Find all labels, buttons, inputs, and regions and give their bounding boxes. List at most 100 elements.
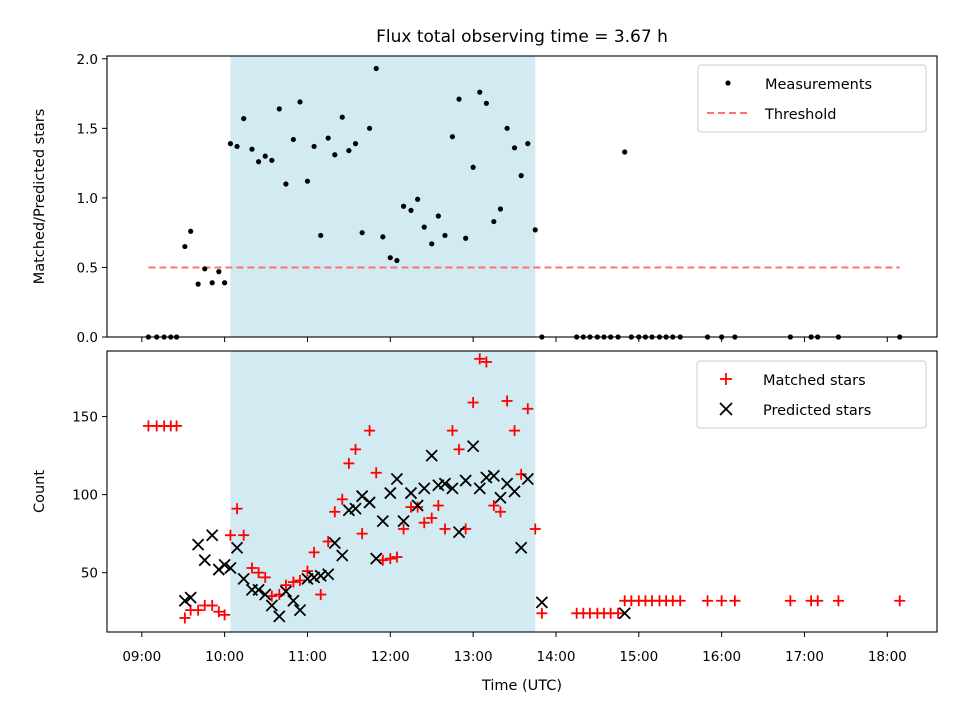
matched-star-point bbox=[480, 356, 492, 368]
predicted-star-point bbox=[206, 529, 219, 542]
matched-star-point bbox=[315, 589, 327, 601]
matched-star-point bbox=[812, 595, 824, 607]
measurement-point bbox=[483, 100, 489, 106]
count-y-axis-label: Count bbox=[32, 470, 48, 513]
matched-star-point bbox=[418, 517, 430, 529]
ratio-legend: Measurements Threshold bbox=[697, 64, 927, 133]
predicted-star-point bbox=[184, 591, 197, 604]
measurement-point bbox=[497, 206, 504, 212]
measurement-point bbox=[255, 159, 262, 165]
matched-star-point bbox=[322, 535, 334, 547]
measurement-point bbox=[188, 228, 194, 234]
measurement-point bbox=[269, 157, 275, 163]
predicted-star-point bbox=[459, 474, 472, 487]
y-tick-label: 2.0 bbox=[77, 52, 98, 68]
matched-star-point bbox=[171, 420, 183, 432]
count-panel: 50 100 150 09:00 10:00 11:00 12:00 13:00 14:00 1… bbox=[32, 350, 938, 694]
matched-star-point bbox=[301, 565, 313, 577]
matched-star-point bbox=[398, 523, 410, 535]
matched-star-point bbox=[294, 574, 306, 586]
predicted-star-point bbox=[328, 536, 341, 550]
measurement-point bbox=[373, 65, 379, 72]
measurement-point bbox=[222, 280, 228, 286]
predicted-star-point bbox=[411, 499, 424, 512]
legend-predicted-marker bbox=[719, 402, 733, 416]
predicted-star-point bbox=[191, 538, 205, 551]
matched-star-point bbox=[364, 425, 376, 437]
predicted-star-point bbox=[376, 515, 389, 528]
ratio-y-axis-label: Matched/Predicted stars bbox=[32, 109, 48, 285]
measurement-point bbox=[209, 280, 215, 286]
matched-star-point bbox=[522, 403, 534, 415]
measurement-point bbox=[332, 152, 338, 158]
measurement-point bbox=[442, 232, 448, 239]
count-legend: Matched stars Predicted stars bbox=[696, 360, 927, 429]
ratio-legend-box bbox=[697, 64, 927, 133]
x-tick-label: 14:00 bbox=[537, 649, 576, 665]
y-tick-label: 50 bbox=[81, 566, 98, 582]
measurement-point bbox=[241, 115, 247, 122]
matched-star-point bbox=[266, 590, 278, 602]
matched-star-point bbox=[253, 567, 265, 579]
predicted-star-point bbox=[293, 604, 307, 617]
matched-star-point bbox=[488, 500, 500, 512]
measurement-point bbox=[470, 164, 476, 170]
matched-star-point bbox=[343, 457, 355, 469]
matched-star-point bbox=[894, 595, 906, 607]
predicted-star-point bbox=[521, 472, 534, 486]
predicted-star-point bbox=[618, 607, 631, 620]
count-marks bbox=[142, 353, 906, 624]
matched-star-point bbox=[729, 595, 741, 607]
matched-star-point bbox=[206, 599, 218, 611]
measurement-point bbox=[491, 218, 497, 225]
predicted-star-point bbox=[322, 568, 335, 581]
measurement-point bbox=[518, 173, 524, 179]
measurement-point bbox=[290, 136, 296, 143]
matched-star-point bbox=[439, 523, 451, 535]
measurement-point bbox=[304, 178, 311, 184]
matched-star-point bbox=[474, 353, 486, 365]
predicted-star-point bbox=[198, 554, 211, 567]
matched-star-point bbox=[412, 501, 424, 513]
measurement-point bbox=[463, 235, 469, 241]
predicted-star-point bbox=[279, 585, 293, 598]
matched-star-point bbox=[356, 528, 368, 540]
predicted-star-point bbox=[259, 588, 272, 601]
matched-star-point bbox=[246, 562, 258, 574]
measurement-point bbox=[182, 243, 188, 250]
predicted-star-point bbox=[314, 569, 327, 582]
matched-star-point bbox=[446, 425, 458, 437]
measurement-point bbox=[532, 227, 538, 233]
matched-star-point bbox=[259, 571, 271, 583]
predicted-star-point bbox=[384, 486, 397, 500]
measurement-point bbox=[339, 114, 345, 120]
measurement-point bbox=[311, 143, 317, 150]
measurement-point bbox=[359, 230, 365, 236]
predicted-star-point bbox=[230, 541, 244, 554]
matched-star-point bbox=[536, 607, 548, 619]
y-tick-label: 1.5 bbox=[77, 121, 98, 137]
predicted-star-point bbox=[252, 583, 265, 596]
predicted-star-point bbox=[487, 469, 500, 483]
matched-star-point bbox=[192, 604, 204, 616]
matched-star-point bbox=[370, 467, 382, 479]
predicted-star-point bbox=[425, 449, 438, 462]
predicted-star-point bbox=[438, 477, 452, 490]
predicted-star-point bbox=[473, 482, 486, 495]
measurement-point bbox=[297, 99, 303, 105]
x-tick-label: 15:00 bbox=[619, 649, 658, 665]
measurement-point bbox=[394, 257, 400, 264]
matched-star-point bbox=[280, 579, 292, 591]
matched-star-point bbox=[674, 595, 686, 607]
measurement-point bbox=[318, 232, 324, 239]
measurement-point bbox=[227, 141, 234, 147]
observing-interval-shade-bottom bbox=[230, 351, 536, 632]
measurement-point bbox=[387, 255, 393, 261]
matched-star-point bbox=[453, 443, 465, 455]
predicted-star-point bbox=[515, 541, 528, 554]
matched-star-point bbox=[219, 609, 231, 621]
measurement-point bbox=[234, 143, 240, 150]
predicted-star-point bbox=[535, 596, 549, 609]
matched-star-point bbox=[784, 595, 796, 607]
